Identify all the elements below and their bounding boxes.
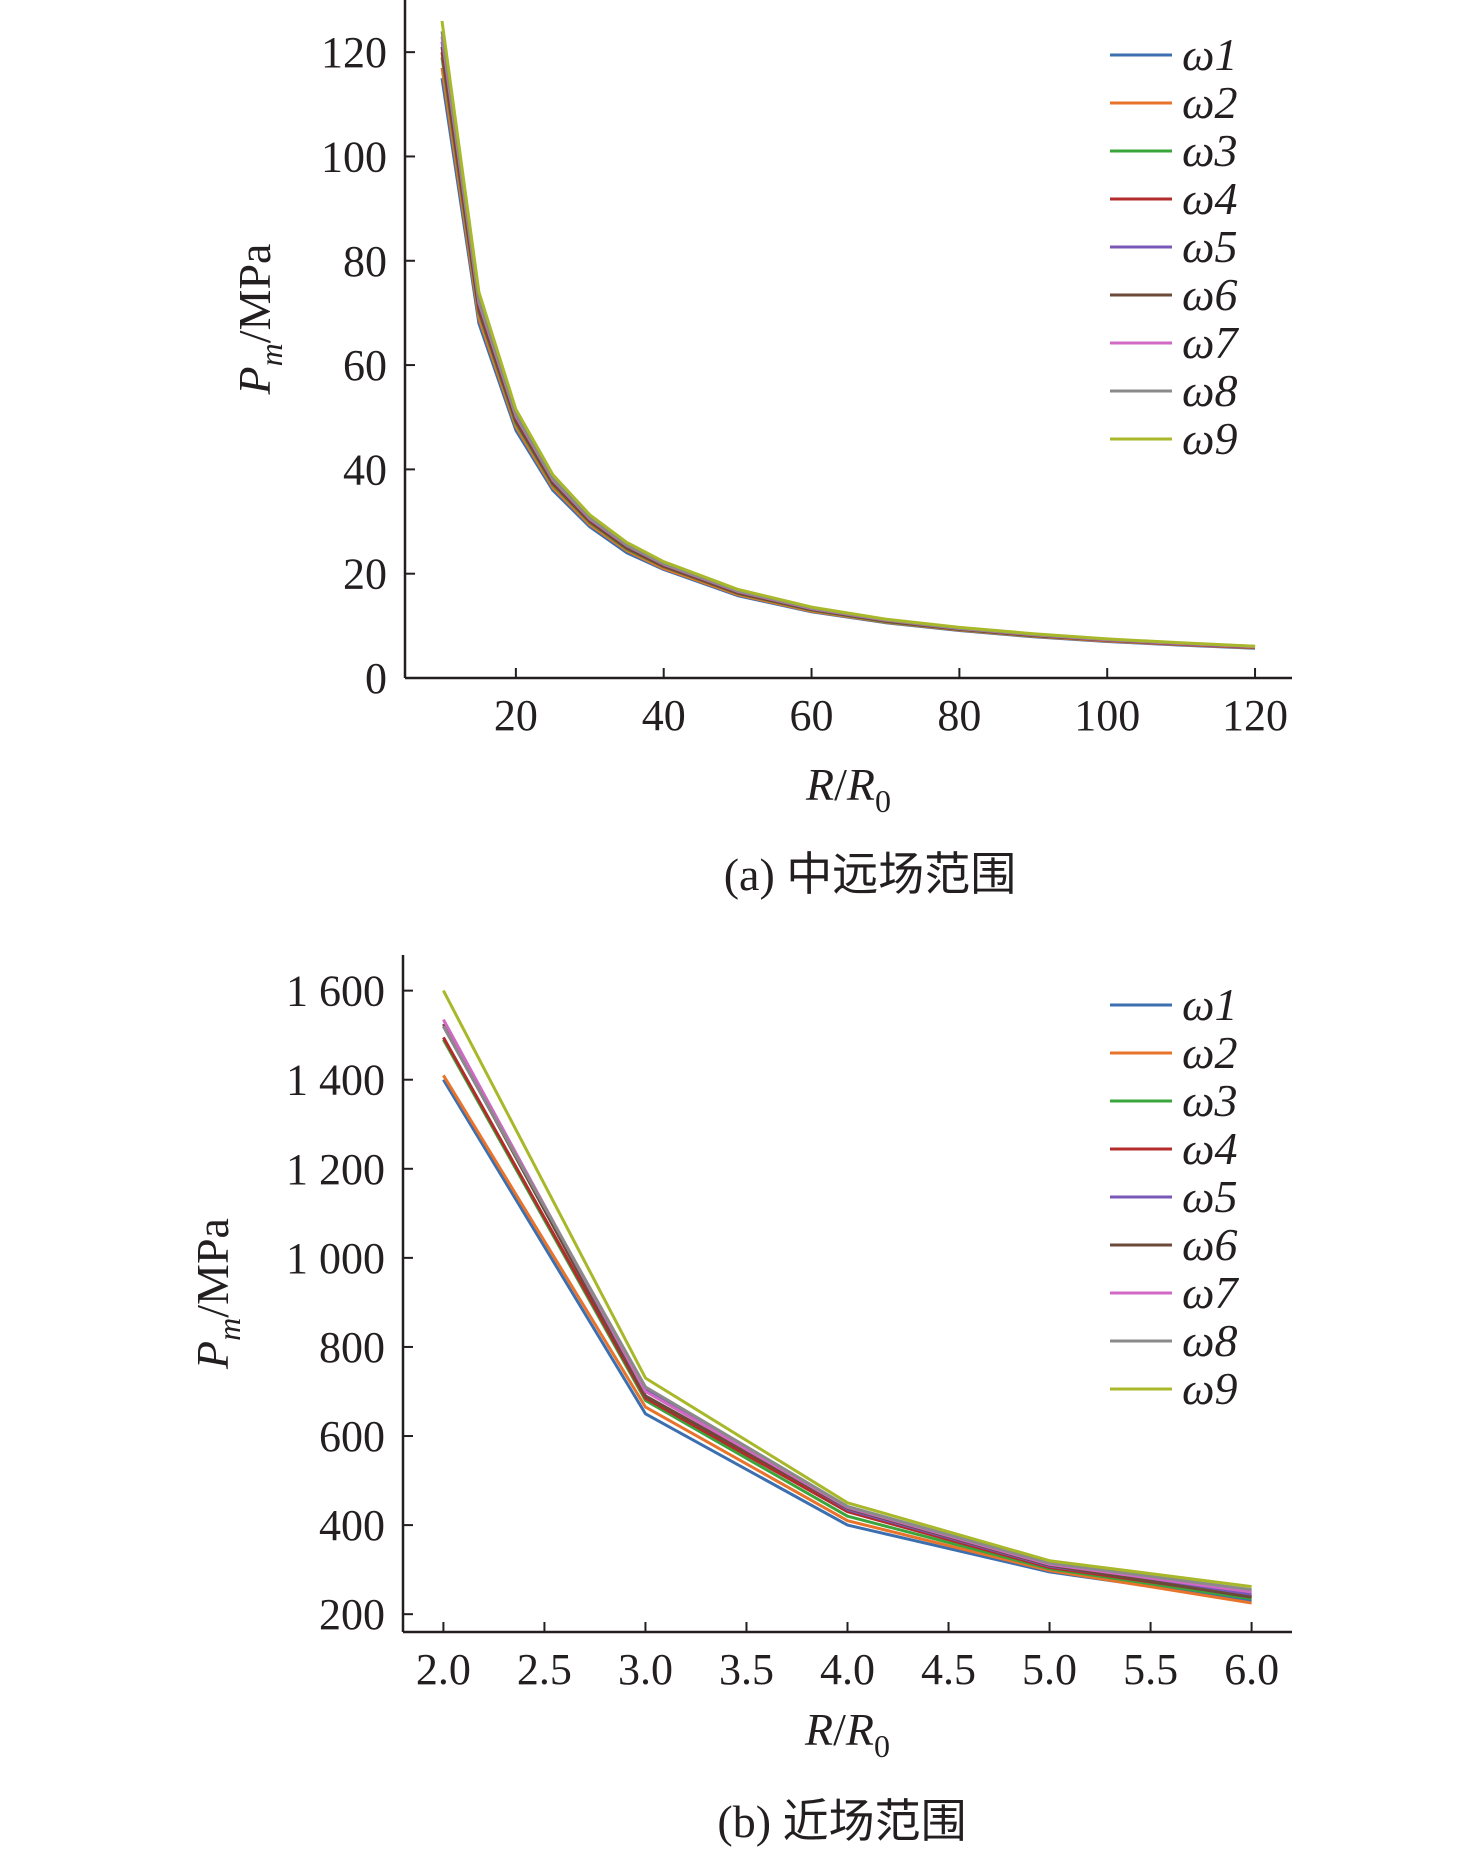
x-tick-label: 80 — [937, 691, 981, 740]
series-line-ω3 — [440, 57, 1256, 649]
series-line-ω6 — [440, 46, 1256, 649]
series-line-ω2 — [440, 67, 1256, 650]
x-tick-label: 2.0 — [416, 1645, 471, 1694]
caption-a: (a) 中远场范围 — [723, 849, 1017, 900]
legend-label: ω2 — [1182, 1027, 1237, 1078]
legend-label: ω4 — [1182, 173, 1237, 224]
legend-label: ω3 — [1182, 1075, 1237, 1126]
y-tick-label: 0 — [365, 654, 387, 703]
x-tick-label: 3.0 — [618, 1645, 673, 1694]
y-axis-label-0: Pm/MPa — [229, 244, 289, 396]
x-tick-label: 6.0 — [1224, 1645, 1279, 1694]
y-tick-label: 1 400 — [286, 1056, 385, 1105]
x-tick-label: 120 — [1222, 691, 1288, 740]
y-tick-label: 600 — [319, 1412, 385, 1461]
y-axis-label-1: Pm/MPa — [187, 1218, 247, 1370]
series-line-ω4 — [440, 51, 1256, 649]
y-tick-label: 1 200 — [286, 1145, 385, 1194]
x-tick-label: 4.0 — [820, 1645, 875, 1694]
x-tick-label: 5.0 — [1022, 1645, 1077, 1694]
x-tick-label: 100 — [1074, 691, 1140, 740]
y-tick-label: 40 — [343, 445, 387, 494]
x-tick-label: 4.5 — [921, 1645, 976, 1694]
legend-label: ω8 — [1182, 1315, 1237, 1366]
legend-label: ω9 — [1182, 413, 1237, 464]
x-axis-label-0: R/R0 — [805, 759, 891, 819]
legend-label: ω1 — [1182, 979, 1237, 1030]
series-line-ω9 — [442, 989, 1252, 1589]
y-tick-label: 200 — [319, 1590, 385, 1639]
series-line-ω8 — [440, 31, 1256, 648]
legend-label: ω5 — [1182, 221, 1237, 272]
x-tick-label: 20 — [494, 691, 538, 740]
legend-label: ω7 — [1182, 317, 1239, 368]
legend-label: ω2 — [1182, 77, 1237, 128]
x-tick-label: 2.5 — [517, 1645, 572, 1694]
series-line-ω3 — [442, 1038, 1252, 1601]
series-line-ω4 — [442, 1036, 1252, 1598]
x-tick-label: 5.5 — [1123, 1645, 1178, 1694]
y-tick-label: 80 — [343, 237, 387, 286]
x-axis-label-1: R/R0 — [804, 1704, 890, 1764]
legend-label: ω8 — [1182, 365, 1237, 416]
series-line-ω2 — [442, 1074, 1252, 1605]
caption-b: (b) 近场范围 — [717, 1796, 967, 1847]
y-tick-label: 20 — [343, 550, 387, 599]
y-tick-label: 800 — [319, 1323, 385, 1372]
y-tick-label: 60 — [343, 341, 387, 390]
y-tick-label: 1 600 — [286, 967, 385, 1016]
x-tick-label: 60 — [790, 691, 834, 740]
series-line-ω1 — [440, 77, 1256, 650]
series-line-ω8 — [442, 1025, 1252, 1592]
y-tick-label: 1 000 — [286, 1234, 385, 1283]
legend-label: ω9 — [1182, 1363, 1237, 1414]
series-line-ω9 — [440, 20, 1256, 648]
legend-label: ω1 — [1182, 29, 1237, 80]
chart-panel-1: 200 400 600 800 1 000 1 200 1 400 1 600 2.0 2.5 3.… — [187, 955, 1292, 1764]
legend-label: ω3 — [1182, 125, 1237, 176]
legend-label: ω5 — [1182, 1171, 1237, 1222]
legend-label: ω6 — [1182, 1219, 1237, 1270]
legend-label: ω6 — [1182, 269, 1237, 320]
x-tick-label: 3.5 — [719, 1645, 774, 1694]
y-tick-label: 120 — [321, 28, 387, 77]
legend-label: ω4 — [1182, 1123, 1237, 1174]
legend-label: ω7 — [1182, 1267, 1239, 1318]
y-tick-label: 100 — [321, 132, 387, 181]
y-tick-label: 400 — [319, 1501, 385, 1550]
x-tick-label: 40 — [642, 691, 686, 740]
